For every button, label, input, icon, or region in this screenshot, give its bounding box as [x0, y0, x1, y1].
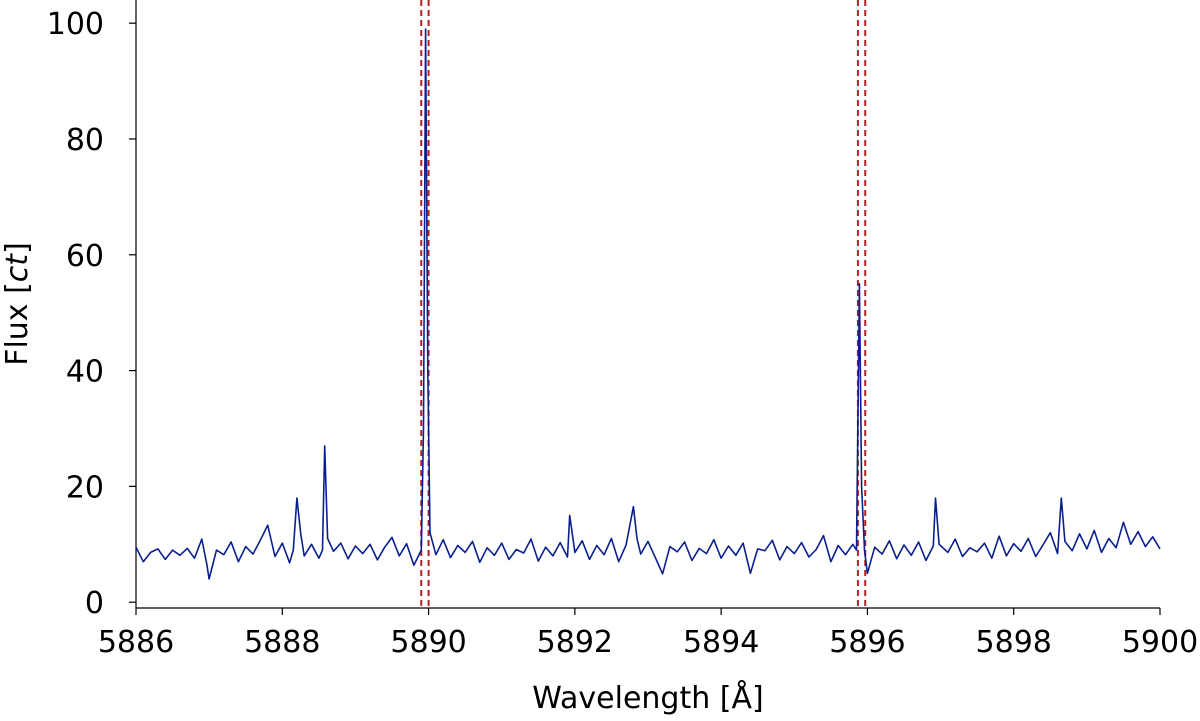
x-tick-label: 5896 [829, 625, 905, 660]
x-tick-label: 5900 [1122, 625, 1198, 660]
vertical-marker-lines [420, 0, 867, 608]
y-tick-label: 0 [85, 586, 104, 621]
y-axis-label-unit: ct [0, 253, 35, 282]
y-tick-label: 60 [66, 239, 104, 274]
x-tick-label: 5892 [537, 625, 613, 660]
x-tick-label: 5898 [976, 625, 1052, 660]
y-tick-label: 80 [66, 123, 104, 158]
y-axis-label: Flux [ct] [0, 242, 35, 366]
x-tick-label: 5894 [683, 625, 759, 660]
y-axis-label-main: Flux [ [0, 282, 35, 366]
x-tick-label: 5890 [390, 625, 466, 660]
y-tick-label: 40 [66, 355, 104, 390]
x-tick-group: 5886 5888 5890 5892 5894 5896 5898 5900 [98, 608, 1198, 660]
series-group [135, 28, 1161, 580]
spectrum-line-1 [135, 28, 1161, 580]
y-tick-label: 20 [66, 470, 104, 505]
y-tick-group: 0 20 40 60 80 100 [47, 7, 136, 621]
y-tick-label: 100 [47, 7, 104, 42]
x-tick-label: 5888 [244, 625, 320, 660]
y-axis-label-close: ] [0, 242, 35, 254]
x-axis-label: Wavelength [Å] [532, 680, 763, 716]
x-tick-label: 5886 [98, 625, 174, 660]
